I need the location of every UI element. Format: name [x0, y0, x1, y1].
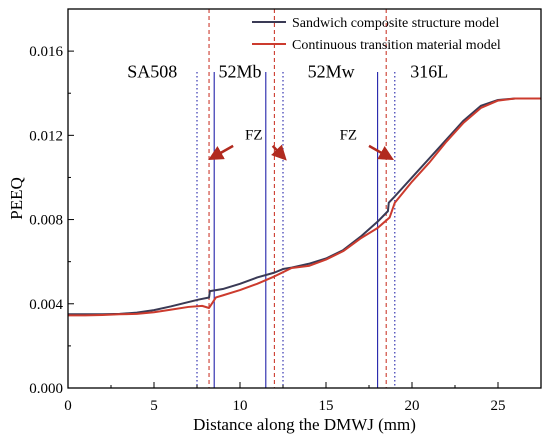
region-label-3: 316L [410, 61, 448, 81]
plot-frame [67, 8, 542, 389]
y-tick-label-2: 0.008 [29, 213, 63, 229]
legend: Sandwich composite structure model Contin… [252, 16, 501, 53]
series-line-0 [68, 97, 541, 316]
x-tick-label-5: 25 [491, 398, 506, 414]
region-label-2: 52Mw [308, 61, 355, 81]
region-label-1: 52Mb [218, 61, 261, 81]
x-tick-label-3: 15 [319, 398, 334, 414]
fz-arrow-2 [368, 144, 394, 160]
x-axis-title: Distance along the DMWJ (mm) [193, 415, 416, 434]
x-tick-label-4: 20 [405, 398, 420, 414]
legend-label-0: Sandwich composite structure model [292, 16, 499, 31]
x-tick-label-0: 0 [64, 398, 72, 414]
y-tick-label-3: 0.012 [29, 128, 63, 144]
fz-label-2: FZ [340, 128, 358, 144]
x-tick-label-1: 5 [150, 398, 158, 414]
fz-arrow-0 [208, 144, 234, 160]
legend-label-1: Continuous transition material model [292, 38, 501, 53]
series-line-1 [68, 97, 541, 317]
fz-arrow-1 [271, 144, 287, 161]
fz-label-0: FZ [245, 128, 263, 144]
x-tick-label-2: 10 [233, 398, 248, 414]
y-tick-label-1: 0.004 [29, 297, 63, 313]
y-tick-label-0: 0.000 [29, 381, 63, 397]
y-tick-label-4: 0.016 [29, 44, 63, 60]
y-axis-title: PEEQ [7, 177, 26, 220]
region-label-0: SA508 [127, 61, 177, 81]
